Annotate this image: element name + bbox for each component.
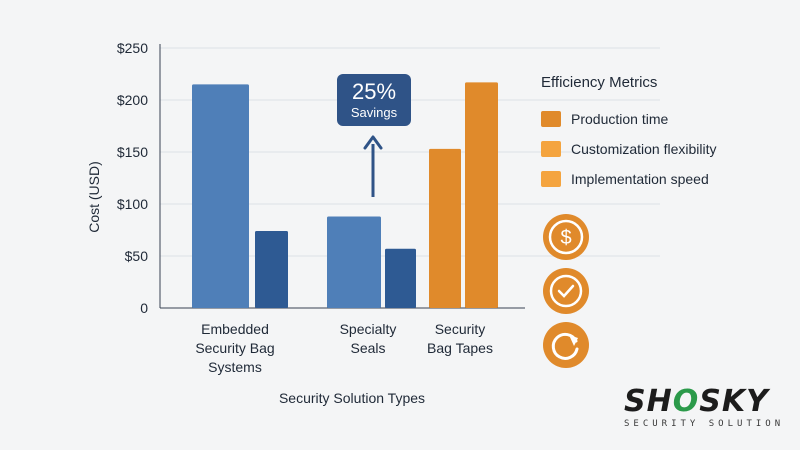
x-tick-label: Embedded [201,321,269,337]
x-tick-label: Systems [208,359,262,375]
legend-label: Implementation speed [571,171,709,187]
savings-badge: 25% Savings [337,74,411,126]
bar [192,84,249,309]
x-tick-label: Bag Tapes [427,340,493,356]
x-axis-title: Security Solution Types [279,390,425,406]
bar [465,82,498,308]
savings-value: 25% [351,79,397,104]
legend-swatch [541,141,561,157]
bar [429,148,461,308]
bar [255,231,288,308]
y-tick-label: $150 [117,144,148,160]
legend-swatch [541,171,561,187]
svg-text:$: $ [560,227,571,249]
brand-logo: SHOSKY SECURITY SOLUTION [624,386,786,432]
legend-swatch [541,111,561,127]
y-axis-title: Cost (USD) [86,161,102,233]
legend-item-implementation-speed: Implementation speed [541,170,709,188]
brand-tagline: SECURITY SOLUTION [624,419,785,429]
y-tick-label: $50 [125,248,149,264]
legend-title: Efficiency Metrics [541,74,658,91]
legend-item-production-time: Production time [541,110,668,128]
dollar-icon: $ [543,214,589,260]
legend-label: Customization flexibility [571,141,717,157]
brand-name: SHOSKY [624,384,769,419]
y-tick-label: $100 [117,196,148,212]
x-tick-label: Seals [350,340,385,356]
savings-arrow-head [363,135,383,150]
refresh-arrow-icon [543,322,589,368]
check-clock-icon [543,268,589,314]
x-tick-label: Security [435,321,486,337]
bar [385,248,416,308]
bar [327,216,381,308]
savings-text: Savings [350,105,398,120]
y-tick-label: $200 [117,92,148,108]
x-tick-label: Specialty [340,321,397,337]
legend-label: Production time [571,111,669,127]
y-tick-label: 0 [140,300,148,316]
y-tick-label: $250 [117,40,148,56]
legend-item-customization-flexibility: Customization flexibility [541,140,717,158]
x-tick-label: Security Bag [195,340,274,356]
